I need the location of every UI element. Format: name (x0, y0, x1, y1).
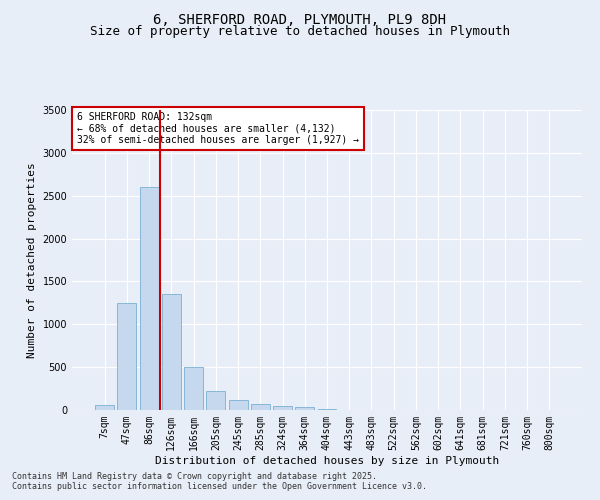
Bar (184, 367, 203, 410)
Bar (295, 408, 314, 410)
Text: Contains public sector information licensed under the Open Government Licence v3: Contains public sector information licen… (12, 482, 427, 491)
Text: Size of property relative to detached houses in Plymouth: Size of property relative to detached ho… (90, 25, 510, 38)
Text: Contains HM Land Registry data © Crown copyright and database right 2025.: Contains HM Land Registry data © Crown c… (12, 472, 377, 481)
Text: 6, SHERFORD ROAD, PLYMOUTH, PL9 8DH: 6, SHERFORD ROAD, PLYMOUTH, PL9 8DH (154, 12, 446, 26)
Y-axis label: Number of detached properties: Number of detached properties (27, 162, 37, 358)
Bar (229, 400, 248, 410)
Bar (162, 294, 181, 410)
Bar (251, 404, 270, 410)
Text: 6 SHERFORD ROAD: 132sqm
← 68% of detached houses are smaller (4,132)
32% of semi: 6 SHERFORD ROAD: 132sqm ← 68% of detache… (77, 112, 359, 144)
Bar (95, 406, 114, 410)
Bar (317, 409, 337, 410)
Bar (206, 391, 225, 410)
X-axis label: Distribution of detached houses by size in Plymouth: Distribution of detached houses by size … (155, 456, 499, 466)
Bar (140, 187, 158, 410)
Bar (118, 303, 136, 410)
Bar (273, 406, 292, 410)
